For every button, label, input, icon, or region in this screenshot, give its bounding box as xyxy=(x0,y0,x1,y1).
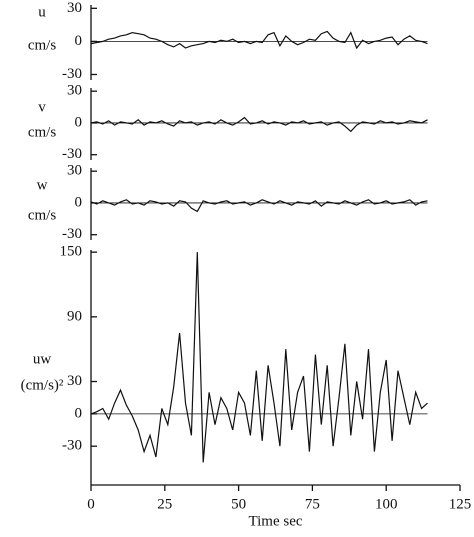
y-tick-label: 90 xyxy=(67,308,82,324)
y-tick-label: 30 xyxy=(67,0,82,16)
y-tick-label: -30 xyxy=(62,438,82,454)
y-tick-label: -30 xyxy=(62,66,82,82)
x-tick-label: 50 xyxy=(231,496,246,512)
x-tick-label: 100 xyxy=(375,496,398,512)
y-axis-label: cm/s xyxy=(28,207,56,223)
y-tick-label: -30 xyxy=(62,146,82,162)
y-axis-label: cm/s xyxy=(28,124,56,140)
data-line xyxy=(90,252,428,463)
x-tick-label: 0 xyxy=(87,496,95,512)
x-tick-label: 25 xyxy=(157,496,172,512)
data-line xyxy=(90,199,428,213)
y-tick-label: -30 xyxy=(62,226,82,242)
data-line xyxy=(90,30,428,50)
y-tick-label: 30 xyxy=(67,83,82,99)
y-tick-label: 30 xyxy=(67,373,82,389)
y-tick-label: 0 xyxy=(75,194,83,210)
x-tick-label: 75 xyxy=(305,496,320,512)
y-axis-label: u xyxy=(38,4,46,20)
x-axis-label: Time sec xyxy=(248,513,302,529)
data-line xyxy=(90,116,428,133)
y-tick-label: 30 xyxy=(67,163,82,179)
y-tick-label: 150 xyxy=(60,244,83,260)
y-axis-label: (cm/s)² xyxy=(21,377,64,393)
y-tick-label: 0 xyxy=(75,405,83,421)
y-axis-label: cm/s xyxy=(28,37,56,53)
y-tick-label: 0 xyxy=(75,33,83,49)
y-axis-label: w xyxy=(37,177,48,193)
y-tick-label: 0 xyxy=(75,114,83,130)
y-axis-label: v xyxy=(38,99,46,115)
y-axis-label: uw xyxy=(33,351,52,367)
x-tick-label: 125 xyxy=(449,496,472,512)
